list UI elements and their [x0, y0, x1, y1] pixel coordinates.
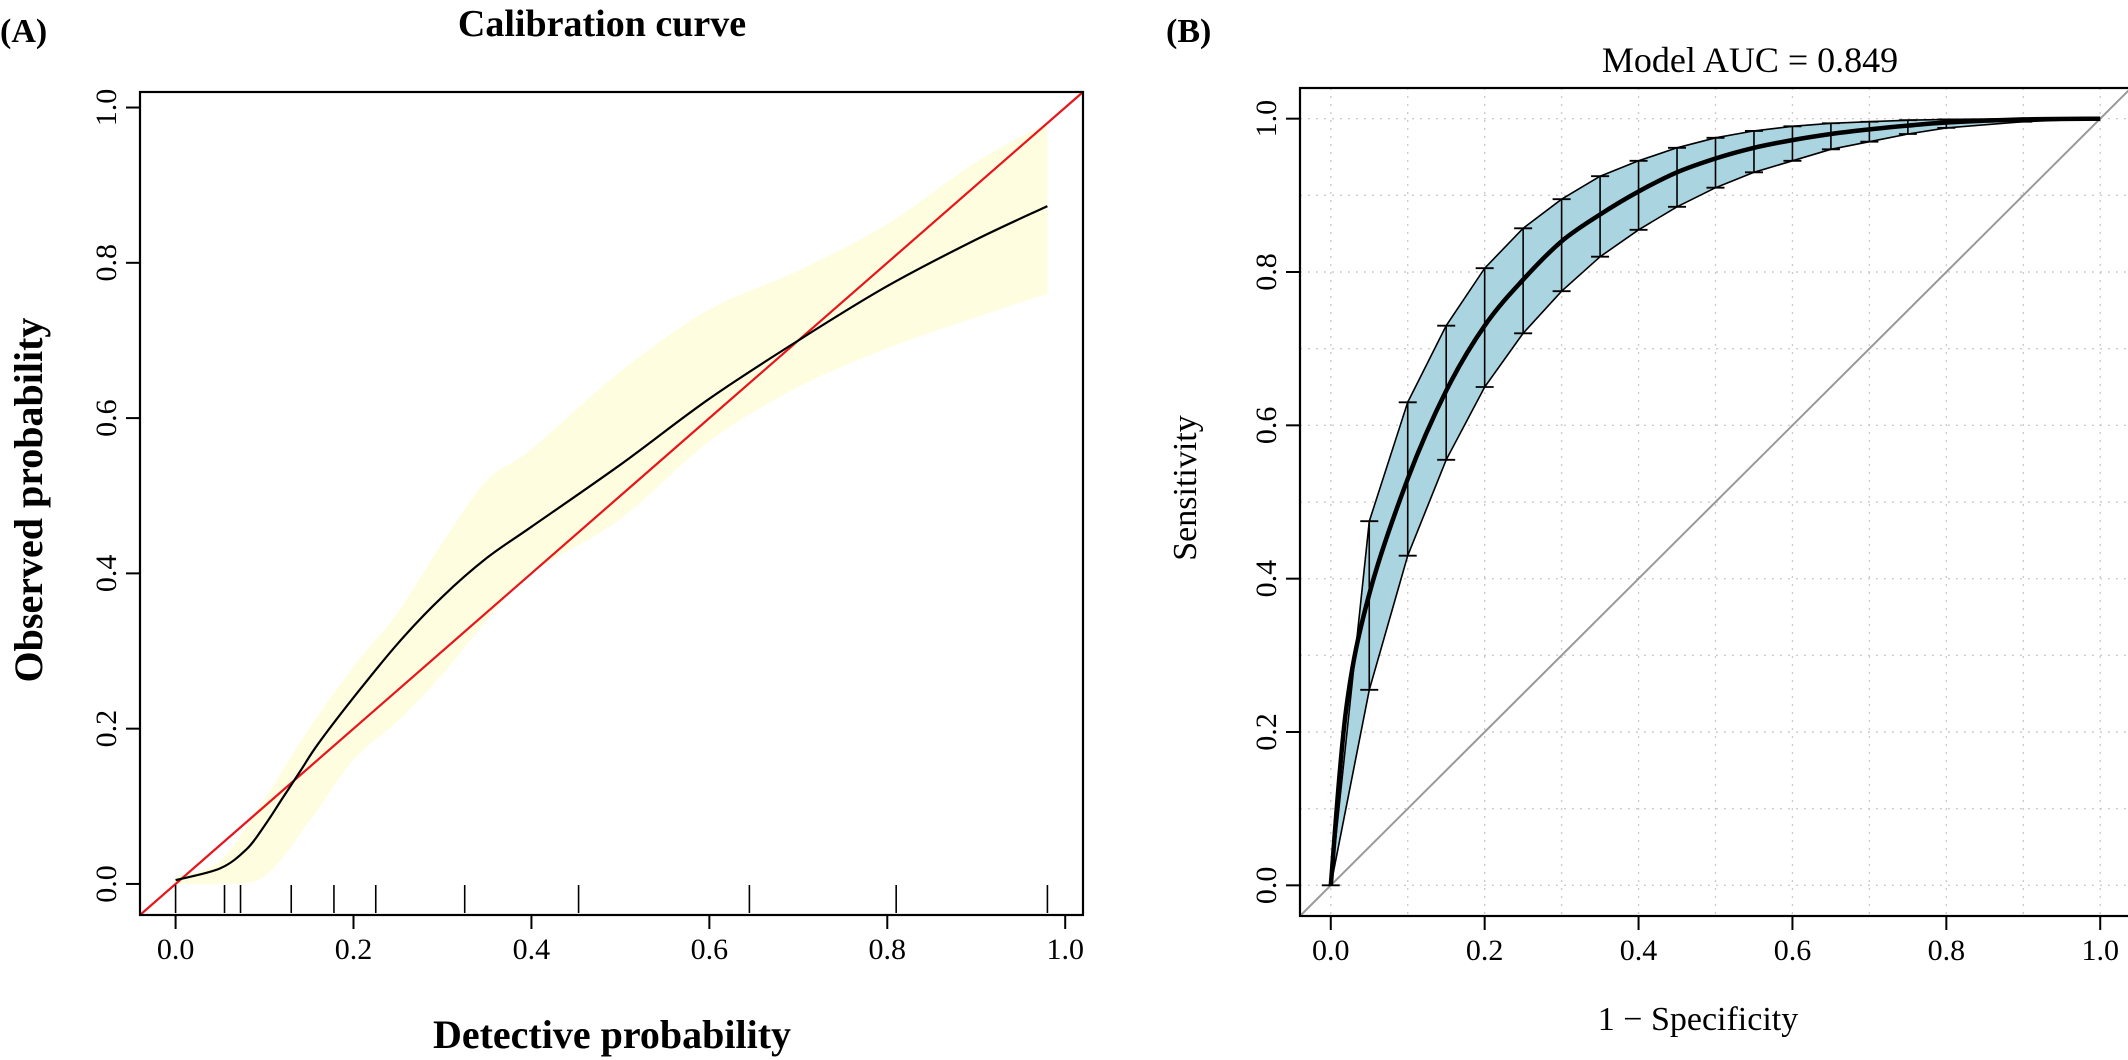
- panel-b-frame: [1298, 86, 2128, 918]
- panel-a-x-axis-label: Detective probability: [433, 1012, 791, 1057]
- panel-a-x-tick-label: 1.0: [1046, 933, 1084, 966]
- panel-b-x-axis: 0.0 0.2 0.4 0.6 0.8 1.0: [1312, 916, 2119, 967]
- panel-b-y-tick-label: 0.4: [1250, 560, 1283, 598]
- panel-b: (B) Model AUC = 0.849 0.0 0.2 0.4 0.6 0.8 1.0…: [1166, 13, 2128, 1038]
- panel-b-x-tick-label: 0.0: [1312, 934, 1350, 967]
- panel-a-x-axis: 0.0 0.2 0.4 0.6 0.8 1.0: [157, 915, 1084, 966]
- panel-a-y-tick-label: 0.2: [90, 710, 123, 748]
- panel-b-x-axis-label: 1 − Specificity: [1598, 1001, 1798, 1038]
- panel-b-x-tick-label: 0.6: [1774, 934, 1812, 967]
- panel-b-y-axis-label: Sensitivity: [1167, 415, 1204, 560]
- panel-a-y-tick-label: 1.0: [90, 89, 123, 127]
- panel-b-y-tick-label: 0.6: [1250, 407, 1283, 445]
- ideal-calibration-line: [139, 91, 1084, 916]
- panel-a-letter: (A): [0, 13, 47, 50]
- panel-a-y-tick-label: 0.8: [90, 244, 123, 282]
- panel-a-y-tick-label: 0.6: [90, 399, 123, 437]
- panel-b-y-tick-label: 0.2: [1250, 713, 1283, 751]
- panel-a-y-tick-label: 0.0: [90, 865, 123, 903]
- panel-b-letter: (B): [1166, 13, 1211, 50]
- panel-b-x-tick-label: 0.2: [1466, 934, 1504, 967]
- panel-a-x-tick-label: 0.6: [691, 933, 729, 966]
- panel-a: (A) Calibration curve 0.0 0.2 0.4 0.6 0.8 1.0…: [0, 3, 1085, 1057]
- panel-a-y-tick-label: 0.4: [90, 555, 123, 593]
- calibration-curve: [175, 205, 1048, 882]
- chance-diagonal: [1299, 89, 2128, 917]
- panel-b-y-tick-label: 0.8: [1250, 253, 1283, 291]
- panel-a-frame: [138, 90, 1085, 917]
- panel-a-x-tick-label: 0.2: [335, 933, 373, 966]
- panel-a-title: Calibration curve: [458, 3, 746, 45]
- panel-a-x-tick-label: 0.0: [157, 933, 195, 966]
- panel-a-y-axis: 0.0 0.2 0.4 0.6 0.8 1.0: [90, 89, 140, 903]
- roc-curve: [1328, 116, 2101, 886]
- panel-a-x-tick-label: 0.8: [869, 933, 907, 966]
- panel-b-y-tick-label: 1.0: [1250, 100, 1283, 137]
- panel-b-x-tick-label: 0.8: [1928, 934, 1966, 967]
- panel-a-plot-area: [139, 91, 1084, 916]
- panel-b-y-tick-label: 0.0: [1250, 867, 1283, 905]
- panel-b-grid: [1300, 88, 2128, 916]
- panel-b-x-tick-label: 1.0: [2081, 934, 2119, 967]
- panel-b-plot-area: [1299, 89, 2128, 917]
- panel-b-title: Model AUC = 0.849: [1602, 40, 1898, 80]
- panel-b-x-tick-label: 0.4: [1620, 934, 1658, 967]
- panel-a-x-tick-label: 0.4: [513, 933, 551, 966]
- panel-a-y-axis-label: Observed probability: [6, 318, 51, 683]
- panel-b-y-axis: 0.0 0.2 0.4 0.6 0.8 1.0: [1250, 100, 1300, 904]
